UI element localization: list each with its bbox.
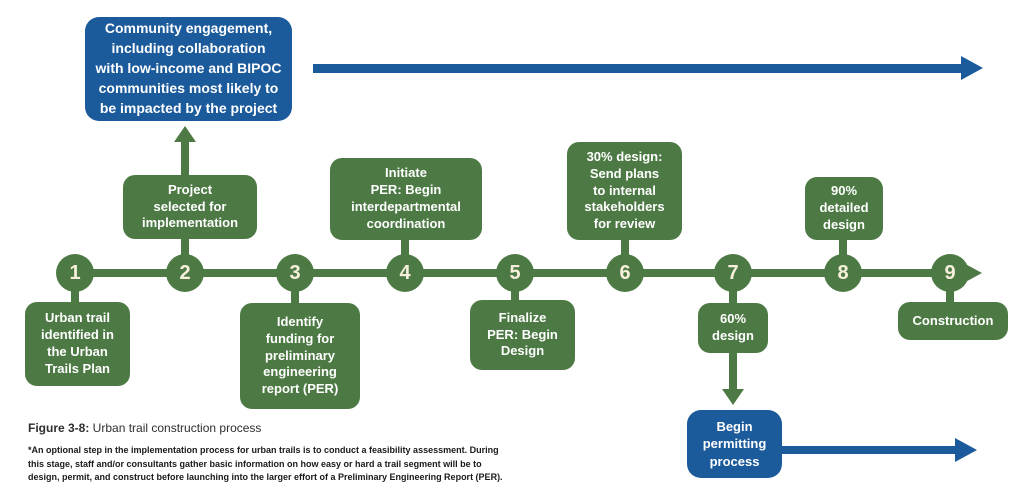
figure-caption: Figure 3-8: Urban trail construction pro… (28, 421, 261, 435)
step-box-9: Construction (898, 302, 1008, 340)
permitting-arrow-shaft (782, 446, 955, 454)
step-box-7: 60% design (698, 303, 768, 353)
footnote-line-3: design, permit, and construct before lau… (28, 472, 503, 482)
arrow-down-icon (722, 389, 744, 405)
arrow-shaft-to-permitting (729, 350, 737, 390)
timeline-node-9: 9 (931, 254, 969, 292)
node-number: 7 (727, 261, 739, 284)
step-box-4: Initiate PER: Begin interdepartmental co… (330, 158, 482, 240)
step-box-8: 90% detailed design (805, 177, 883, 240)
node-number: 5 (509, 261, 521, 284)
step-box-1: Urban trail identified in the Urban Trai… (25, 302, 130, 386)
node-number: 1 (69, 261, 81, 284)
begin-permitting-callout: Begin permitting process (687, 410, 782, 478)
timeline-node-8: 8 (824, 254, 862, 292)
node-number: 9 (944, 261, 956, 284)
timeline-node-6: 6 (606, 254, 644, 292)
timeline-node-2: 2 (166, 254, 204, 292)
footnote: *An optional step in the implementation … (28, 444, 503, 485)
timeline-node-3: 3 (276, 254, 314, 292)
timeline-node-7: 7 (714, 254, 752, 292)
community-timeline-arrow-head-icon (961, 56, 983, 80)
node-number: 8 (837, 261, 849, 284)
arrow-shaft-to-community (181, 140, 189, 187)
figure-caption-text: Urban trail construction process (89, 421, 262, 435)
timeline-node-4: 4 (386, 254, 424, 292)
community-timeline-arrow-shaft (313, 64, 961, 73)
step-box-5: Finalize PER: Begin Design (470, 300, 575, 370)
footnote-line-2: this stage, staff and/or consultants gat… (28, 458, 482, 469)
step-box-2: Project selected for implementation (123, 175, 257, 239)
arrow-up-icon (174, 126, 196, 142)
node-number: 2 (179, 261, 191, 284)
figure-caption-label: Figure 3-8: (28, 421, 90, 435)
community-engagement-callout: Community engagement, including collabor… (85, 17, 292, 121)
timeline-node-5: 5 (496, 254, 534, 292)
node-number: 4 (399, 261, 411, 284)
node-number: 6 (619, 261, 631, 284)
step-box-3: Identify funding for preliminary enginee… (240, 303, 360, 409)
node-number: 3 (289, 261, 301, 284)
timeline-node-1: 1 (56, 254, 94, 292)
permitting-arrow-head-icon (955, 438, 977, 462)
step-box-6: 30% design: Send plans to internal stake… (567, 142, 682, 240)
footnote-line-1: *An optional step in the implementation … (28, 445, 499, 455)
